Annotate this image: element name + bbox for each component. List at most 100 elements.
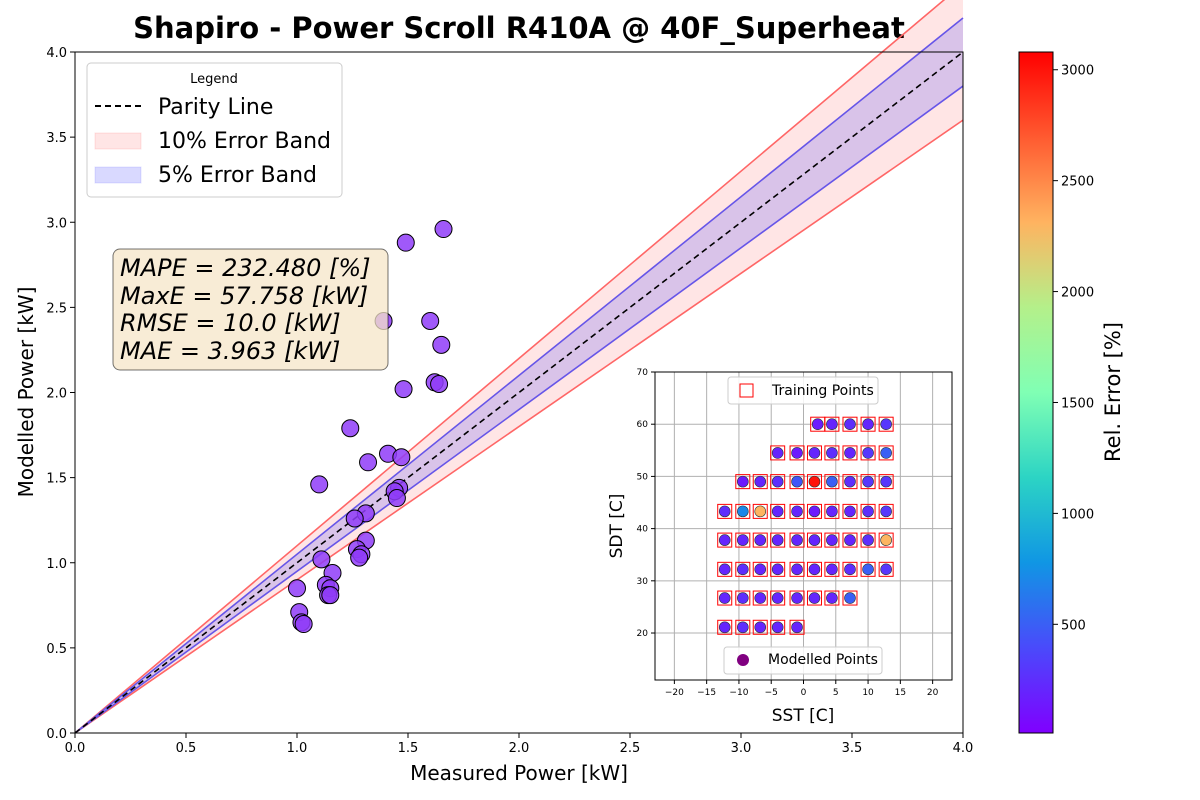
inset-y-ticks: 20 30 40 50 60 70	[637, 368, 655, 639]
training-point	[842, 474, 858, 490]
legend-parity-label: Parity Line	[158, 95, 273, 120]
modelled-point	[880, 447, 892, 459]
data-point	[359, 453, 378, 472]
inset-x-tick-label: 15	[895, 688, 906, 698]
x-tick-label: 0.5	[176, 741, 197, 756]
training-point	[824, 561, 840, 577]
stats-box: MAPE = 232.480 [%] MaxE = 57.758 [kW] RM…	[112, 248, 389, 371]
modelled-point	[771, 447, 784, 459]
inset-y-tick-label: 20	[637, 629, 649, 639]
modelled-point	[791, 592, 803, 604]
modelled-point	[862, 447, 874, 459]
modelled-point	[808, 475, 821, 488]
modelled-point	[844, 534, 856, 546]
band-5pct-lower	[74, 85, 964, 734]
modelled-point	[808, 505, 821, 518]
colorbar-gradient	[1018, 51, 1054, 734]
colorbar-tick-label: 1500	[1061, 396, 1094, 411]
modelled-point	[718, 534, 731, 546]
training-point	[789, 561, 805, 577]
stats-mape: MAPE = 232.480 [%]	[120, 254, 371, 282]
training-point	[824, 445, 840, 461]
modelled-point	[771, 563, 784, 576]
modelled-point	[808, 534, 821, 546]
modelled-point	[754, 621, 767, 634]
legend: Legend Parity Line 10% Error Band 5% Err…	[86, 62, 343, 198]
data-point	[430, 374, 449, 393]
modelled-point	[880, 563, 892, 576]
stats-rmse: RMSE = 10.0 [kW]	[120, 309, 341, 337]
modelled-point	[862, 475, 874, 488]
colorbar-ticks: 500 1000 1500 2000 2500 3000	[1053, 64, 1094, 633]
modelled-point	[754, 592, 767, 604]
modelled-point	[791, 534, 803, 546]
training-point	[735, 474, 751, 490]
x-tick-label: 2.5	[620, 741, 641, 756]
inset-plot: −20 −15 −10 −5 0 5 10 15 20 20 30 40 50 60 70 SST [C]…	[607, 368, 953, 726]
training-point	[878, 561, 894, 577]
training-point	[842, 561, 858, 577]
colorbar-label: Rel. Error [%]	[1101, 322, 1125, 462]
training-point	[770, 561, 786, 577]
colorbar-tick-label: 3000	[1061, 64, 1094, 79]
modelled-point	[737, 621, 749, 634]
training-point	[752, 619, 768, 635]
modelled-point	[808, 447, 821, 459]
modelled-point	[880, 505, 892, 518]
modelled-point	[844, 505, 856, 518]
parity-line	[74, 51, 964, 734]
training-point	[824, 590, 840, 606]
training-point	[717, 619, 733, 635]
x-tick-label: 0.0	[65, 741, 86, 756]
data-point	[294, 615, 313, 634]
training-point	[806, 503, 822, 519]
modelled-point	[862, 505, 874, 518]
data-point	[341, 419, 360, 438]
x-tick-label: 3.5	[842, 741, 863, 756]
modelled-point	[862, 563, 874, 576]
training-point	[752, 590, 768, 606]
modelled-point	[718, 505, 731, 518]
training-point	[806, 561, 822, 577]
modelled-point-swatch	[737, 654, 749, 666]
legend-box	[86, 62, 343, 198]
x-tick-label: 1.5	[398, 741, 419, 756]
x-axis-label: Measured Power [kW]	[410, 761, 628, 785]
data-point	[421, 311, 440, 330]
legend-5pct-label: 5% Error Band	[158, 163, 317, 188]
training-point	[752, 532, 768, 548]
chart-title: Shapiro - Power Scroll R410A @ 40F_Super…	[133, 11, 905, 45]
modelled-point	[754, 563, 767, 576]
colorbar-tick-label: 1000	[1061, 507, 1094, 522]
colorbar: 500 1000 1500 2000 2500 3000 Rel. Error [%]	[1018, 51, 1125, 734]
training-point	[806, 532, 822, 548]
inset-x-tick-label: −5	[765, 688, 778, 698]
modelled-point	[826, 592, 838, 604]
legend-10pct-swatch	[94, 132, 142, 150]
modelled-point	[844, 563, 856, 576]
modelled-point	[844, 475, 856, 488]
y-tick-label: 4.0	[46, 46, 67, 61]
data-point	[387, 489, 406, 508]
training-point	[735, 590, 751, 606]
training-point	[770, 590, 786, 606]
inset-legend-training: Training Points	[771, 383, 874, 399]
y-tick-label: 0.5	[46, 642, 67, 657]
training-point	[842, 590, 858, 606]
y-tick-label: 2.0	[46, 387, 67, 402]
y-tick-label: 2.5	[46, 301, 67, 316]
training-point	[789, 503, 805, 519]
modelled-point	[844, 447, 856, 459]
modelled-point	[754, 475, 767, 488]
modelled-point	[737, 592, 749, 604]
band-10pct-lower	[74, 119, 964, 734]
y-axis-ticks: 0.0 0.5 1.0 1.5 2.0 2.5 3.0 3.5 4.0	[46, 46, 75, 742]
training-point	[770, 445, 786, 461]
training-point	[735, 619, 751, 635]
x-tick-label: 4.0	[953, 741, 974, 756]
data-point	[345, 509, 364, 528]
modelled-point	[826, 475, 838, 488]
training-point	[860, 561, 876, 577]
data-point	[396, 233, 415, 252]
error-bands	[74, 0, 964, 734]
